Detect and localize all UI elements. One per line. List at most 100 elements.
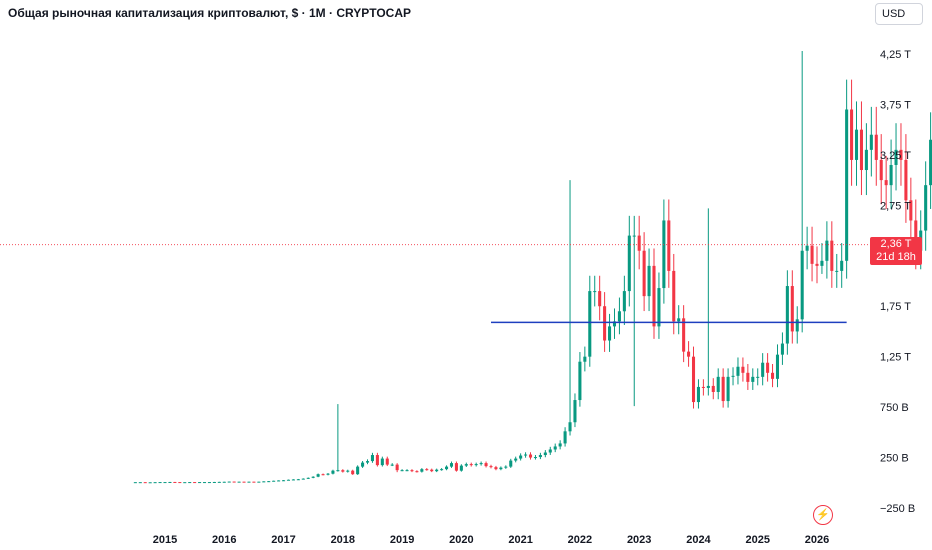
candle [761,353,765,386]
candle [459,464,463,472]
candle [617,297,621,335]
candle-body [785,286,789,344]
candle-body [489,466,493,468]
candle [257,481,261,483]
candle [385,456,389,467]
candle-body [326,473,330,475]
y-tick-label: 750 B [880,402,909,414]
candle-body [642,250,646,297]
candle-body [538,455,542,458]
candle [682,305,686,363]
candle [301,478,305,480]
candle-body [430,469,434,472]
candle [509,458,513,468]
candle [593,275,597,307]
candle-body [929,139,932,186]
candle-body [469,464,473,466]
candle-body [346,470,350,472]
candle [850,79,854,186]
candle-body [701,386,705,388]
candle-body [464,464,468,466]
candle [415,470,419,473]
candle-body [790,286,794,332]
candle-body [533,457,537,459]
candle [326,472,330,476]
lightning-icon[interactable]: ⚡ [813,505,833,525]
candle [756,368,760,386]
candle [449,461,454,468]
candle [346,469,350,473]
candle-body [583,356,587,362]
candle [889,139,893,209]
currency-selector[interactable]: USD [875,3,923,25]
candle-body [375,455,379,466]
candle-body [454,463,458,471]
candle-body [662,220,666,289]
candle-body [247,481,251,483]
candle-body [578,361,582,401]
candle [780,332,784,365]
candle [193,482,197,484]
candle-body [351,470,355,475]
candle [188,482,192,484]
candle-body [869,134,873,150]
candle-body [830,240,834,271]
candle-body [321,474,325,476]
x-tick-label: 2016 [212,534,236,546]
candle-body [904,159,908,201]
candle [830,221,834,288]
candle [904,134,908,223]
candle-body [795,319,799,332]
candle-body [696,386,700,403]
candle [543,450,547,458]
y-tick-label: 1,75 T [880,301,911,313]
candle [652,248,656,339]
candle-body [761,362,765,377]
candle-body [479,463,483,465]
candle-body [854,129,859,160]
candle [751,368,755,390]
candle-body [800,250,804,320]
candle-body [726,376,730,402]
candle-body [435,469,439,472]
candle-body [677,318,681,322]
candle [430,468,434,473]
y-tick-label: −250 B [880,503,915,515]
candle [262,481,266,483]
chart-title: Общая рыночная капитализация криптовалют… [8,6,412,20]
x-tick-label: 2015 [153,534,177,546]
candle-body [227,481,231,483]
candle [158,482,162,484]
candle-body [924,185,928,231]
candle-body [553,446,557,450]
candle-body [361,462,365,467]
candle [464,462,468,467]
candle [766,353,770,382]
candle-body [296,479,300,481]
candle-body [780,343,784,355]
candle [425,468,429,471]
candle-body [291,479,295,481]
candle-body [736,366,740,376]
y-tick-label: 4,25 T [880,49,911,61]
candle [296,478,300,481]
candle [153,482,157,484]
candle [356,465,360,475]
candle [316,473,320,478]
candle [859,101,863,196]
candle [395,463,399,473]
candle-body [632,235,636,237]
candle-body [395,464,399,471]
candle [252,481,256,483]
candle [612,308,617,339]
candle [810,226,814,282]
candle-body [899,149,903,160]
candle-body [810,245,814,264]
candle-body [608,326,612,341]
candle [805,226,809,270]
candle-body [148,482,152,484]
candle [701,379,705,396]
candle-body [667,220,671,271]
candle-body [603,306,607,341]
